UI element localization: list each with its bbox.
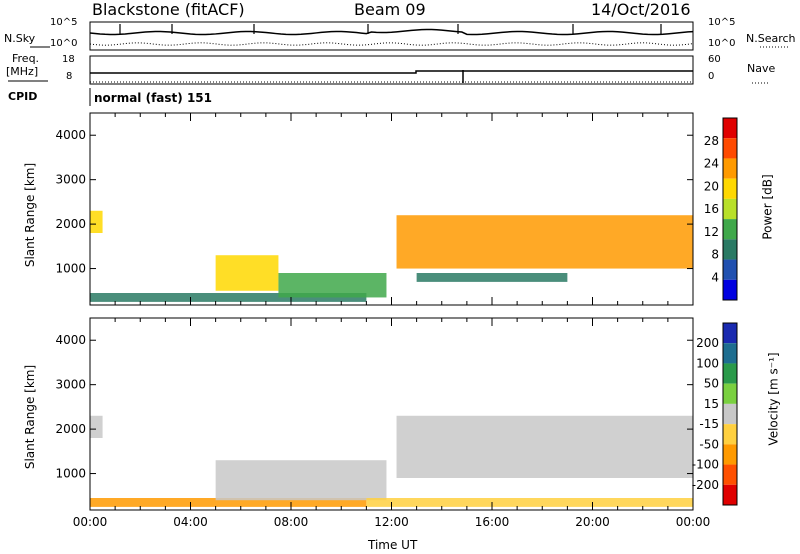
ytick-label: 2000 [55,217,86,231]
noise-panel-frame [89,21,694,51]
ytick-label: 4000 [55,333,86,347]
colorbar-tick-label: 16 [704,202,719,216]
colorbar-cell [723,403,737,425]
colorbar-tick-label: 50 [704,377,719,391]
freq-line [90,70,693,74]
colorbar-tick-label: 28 [704,134,719,148]
power-ylabel: Slant Range [km] [23,162,38,268]
echo-region [396,415,693,478]
colorbar-cell [723,219,737,240]
power-colorbar-label: Power [dB] [760,174,775,240]
echo-region [90,415,103,438]
xtick-label: 08:00 [274,515,309,529]
colorbar-tick-label: 12 [704,225,719,239]
velocity-ylabel: Slant Range [km] [23,364,38,470]
noise-tick-right-bottom: 10^0 [708,38,736,49]
colorbar-tick-label: -100 [692,458,719,472]
ytick-label: 3000 [55,173,86,187]
colorbar-cell [723,383,737,404]
ytick-label: 3000 [55,378,86,392]
colorbar-tick-label: -15 [699,417,719,431]
nsearch-label: N.Search [746,32,796,45]
echo-region [366,498,693,507]
noise-tick-left-bottom: 10^0 [50,38,78,49]
xtick-label: 12:00 [374,515,409,529]
xtick-label: 00:00 [676,515,711,529]
colorbar-tick-label: 4 [711,270,719,284]
echo-region [90,293,367,302]
colorbar-cell [723,464,737,485]
station-title: Blackstone (fitACF) [92,0,245,19]
nave-tick-top: 60 [708,54,721,65]
nave-label: Nave [747,62,776,75]
colorbar-cell [723,198,737,220]
colorbar-cell [723,239,737,260]
colorbar-cell [723,158,737,179]
colorbar-tick-label: -200 [692,478,719,492]
freq-tick-top: 18 [62,54,75,65]
velocity-colorbar-label: Velocity [m s⁻¹] [766,352,781,446]
echo-region [215,255,279,291]
colorbar-tick-label: -50 [699,437,719,451]
panel-bg [90,113,693,305]
beam-title: Beam 09 [354,0,426,19]
ytick-label: 4000 [55,128,86,142]
colorbar-tick-label: 8 [711,248,719,262]
nsearch-line [89,42,694,46]
panel-bg [90,318,693,510]
xtick-label: 00:00 [73,515,108,529]
colorbar-cell [723,279,737,300]
freq-panel-frame [89,55,694,85]
freq-label: Freq. [12,52,40,65]
nsky-line [89,28,694,36]
colorbar-cell [723,259,737,280]
xlabel: Time UT [368,538,418,552]
freq-unit: [MHz] [6,65,39,78]
noise-tick-left-top: 10^5 [50,17,78,28]
xtick-label: 20:00 [575,515,610,529]
colorbar-frame [722,322,738,506]
cpid-text: normal (fast) 151 [94,91,212,105]
colorbar-cell [723,363,737,384]
colorbar-tick-label: 15 [704,397,719,411]
freq-tick-bottom: 8 [66,71,73,82]
xtick-label: 04:00 [173,515,208,529]
echo-region [215,460,387,501]
colorbar-tick-label: 20 [704,179,719,193]
colorbar-tick-label: 200 [696,336,719,350]
colorbar-frame [722,117,738,301]
ytick-label: 2000 [55,422,86,436]
ytick-label: 1000 [55,262,86,276]
colorbar-cell [723,178,737,199]
echo-region [90,210,103,233]
date-title: 14/Oct/2016 [591,0,691,19]
cpid-label: CPID [8,90,38,103]
echo-region [90,498,367,507]
colorbar-cell [723,424,737,445]
xtick-label: 16:00 [475,515,510,529]
colorbar-cell [723,444,737,465]
ytick-label: 1000 [55,467,86,481]
colorbar-cell [723,484,737,505]
colorbar-cell [723,138,737,159]
echo-region [416,273,568,282]
nave-tick-bottom: 0 [708,71,715,82]
echo-region [278,273,387,298]
colorbar-tick-label: 24 [704,157,719,171]
colorbar-cell [723,323,737,344]
colorbar-tick-label: 100 [696,356,719,370]
noise-tick-right-top: 10^5 [708,17,736,28]
colorbar-cell [723,343,737,364]
echo-region [396,215,693,269]
colorbar-cell [723,118,737,139]
nsky-label: N.Sky [4,32,36,45]
